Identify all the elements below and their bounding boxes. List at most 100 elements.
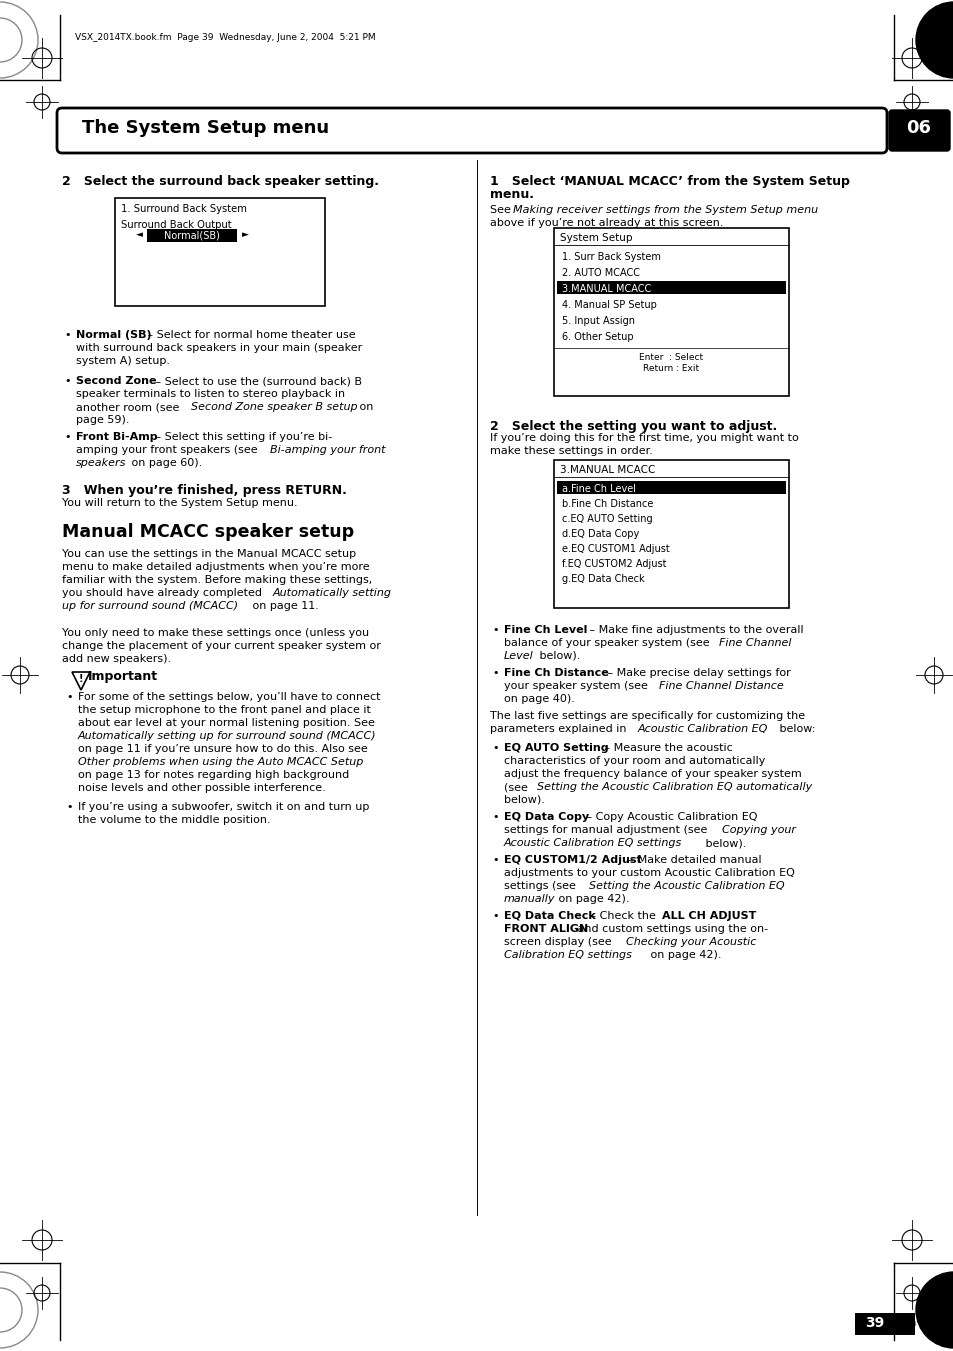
Text: – Measure the acoustic: – Measure the acoustic — [600, 743, 732, 753]
Text: add new speakers).: add new speakers). — [62, 654, 171, 663]
Text: c.EQ AUTO Setting: c.EQ AUTO Setting — [561, 513, 652, 524]
Text: on page 11 if you’re unsure how to do this. Also see: on page 11 if you’re unsure how to do th… — [78, 744, 367, 754]
Text: The System Setup menu: The System Setup menu — [82, 119, 329, 136]
Text: on: on — [355, 403, 373, 412]
Text: settings (see: settings (see — [503, 881, 578, 892]
Text: – Make fine adjustments to the overall: – Make fine adjustments to the overall — [585, 626, 802, 635]
Text: 3.MANUAL MCACC: 3.MANUAL MCACC — [561, 284, 651, 295]
Circle shape — [915, 1, 953, 78]
Text: change the placement of your current speaker system or: change the placement of your current spe… — [62, 640, 380, 651]
Text: Fine Channel: Fine Channel — [719, 638, 791, 648]
Text: adjust the frequency balance of your speaker system: adjust the frequency balance of your spe… — [503, 769, 801, 780]
Text: EQ AUTO Setting: EQ AUTO Setting — [503, 743, 608, 753]
Text: •: • — [492, 626, 498, 635]
Text: page 59).: page 59). — [76, 415, 130, 426]
Text: Setting the Acoustic Calibration EQ automatically: Setting the Acoustic Calibration EQ auto… — [537, 782, 811, 792]
Text: Setting the Acoustic Calibration EQ: Setting the Acoustic Calibration EQ — [588, 881, 783, 892]
Text: You can use the settings in the Manual MCACC setup: You can use the settings in the Manual M… — [62, 549, 355, 559]
Text: menu to make detailed adjustments when you’re more: menu to make detailed adjustments when y… — [62, 562, 369, 571]
Text: – Check the: – Check the — [586, 911, 659, 921]
Text: – Select to use the (surround back) B: – Select to use the (surround back) B — [152, 376, 361, 386]
Text: amping your front speakers (see: amping your front speakers (see — [76, 444, 261, 455]
Text: 1. Surr Back System: 1. Surr Back System — [561, 253, 660, 262]
Text: balance of your speaker system (see: balance of your speaker system (see — [503, 638, 713, 648]
Text: Surround Back Output: Surround Back Output — [121, 220, 232, 230]
Text: •: • — [492, 667, 498, 678]
Text: EQ CUSTOM1/2 Adjust: EQ CUSTOM1/2 Adjust — [503, 855, 641, 865]
Text: noise levels and other possible interference.: noise levels and other possible interfer… — [78, 784, 325, 793]
Text: up for surround sound (MCACC): up for surround sound (MCACC) — [62, 601, 238, 611]
Text: Fine Ch Distance: Fine Ch Distance — [503, 667, 608, 678]
Text: familiar with the system. Before making these settings,: familiar with the system. Before making … — [62, 576, 372, 585]
Text: Normal(SB): Normal(SB) — [164, 230, 220, 240]
Text: EQ Data Copy: EQ Data Copy — [503, 812, 589, 821]
Text: 3   When you’re finished, press RETURN.: 3 When you’re finished, press RETURN. — [62, 484, 347, 497]
Text: on page 40).: on page 40). — [503, 694, 575, 704]
Text: 4. Manual SP Setup: 4. Manual SP Setup — [561, 300, 657, 309]
Text: •: • — [492, 743, 498, 753]
Text: and custom settings using the on-: and custom settings using the on- — [574, 924, 767, 934]
Text: another room (see: another room (see — [76, 403, 183, 412]
Text: – Select for normal home theater use: – Select for normal home theater use — [144, 330, 355, 340]
Text: on page 13 for notes regarding high background: on page 13 for notes regarding high back… — [78, 770, 349, 780]
Text: En: En — [902, 1319, 915, 1328]
Text: •: • — [66, 692, 72, 703]
Text: ALL CH ADJUST: ALL CH ADJUST — [661, 911, 756, 921]
Text: b.Fine Ch Distance: b.Fine Ch Distance — [561, 499, 653, 509]
Text: 2   Select the setting you want to adjust.: 2 Select the setting you want to adjust. — [490, 420, 777, 434]
Text: adjustments to your custom Acoustic Calibration EQ: adjustments to your custom Acoustic Cali… — [503, 867, 794, 878]
Bar — [554, 459, 788, 608]
Text: d.EQ Data Copy: d.EQ Data Copy — [561, 530, 639, 539]
Text: Second Zone: Second Zone — [76, 376, 156, 386]
Text: below).: below). — [701, 838, 745, 848]
Bar — [147, 230, 236, 242]
Text: Manual MCACC speaker setup: Manual MCACC speaker setup — [62, 523, 354, 540]
Text: 1   Select ‘MANUAL MCACC’ from the System Setup: 1 Select ‘MANUAL MCACC’ from the System … — [490, 176, 849, 188]
Text: See: See — [490, 205, 514, 215]
Text: on page 42).: on page 42). — [555, 894, 629, 904]
FancyBboxPatch shape — [888, 109, 949, 151]
Text: on page 11.: on page 11. — [249, 601, 318, 611]
Text: Enter  : Select: Enter : Select — [639, 353, 702, 362]
Bar — [557, 281, 785, 295]
Text: If you’re doing this for the first time, you might want to: If you’re doing this for the first time,… — [490, 434, 798, 443]
Text: 1. Surround Back System: 1. Surround Back System — [121, 204, 247, 213]
Text: – Select this setting if you’re bi-: – Select this setting if you’re bi- — [152, 432, 332, 442]
Text: If you’re using a subwoofer, switch it on and turn up: If you’re using a subwoofer, switch it o… — [78, 802, 369, 812]
Text: •: • — [64, 376, 71, 386]
Text: •: • — [492, 911, 498, 921]
Text: ◄: ◄ — [135, 231, 142, 239]
Text: below).: below). — [536, 651, 579, 661]
Text: •: • — [64, 330, 71, 340]
Text: about ear level at your normal listening position. See: about ear level at your normal listening… — [78, 717, 375, 728]
Text: screen display (see: screen display (see — [503, 938, 615, 947]
Text: on page 42).: on page 42). — [646, 950, 720, 961]
Text: The last five settings are specifically for customizing the: The last five settings are specifically … — [490, 711, 804, 721]
Text: Checking your Acoustic: Checking your Acoustic — [625, 938, 756, 947]
Text: on page 60).: on page 60). — [128, 458, 202, 467]
Text: !: ! — [79, 674, 83, 684]
Bar — [557, 481, 785, 494]
Text: FRONT ALIGN: FRONT ALIGN — [503, 924, 588, 934]
Text: the setup microphone to the front panel and place it: the setup microphone to the front panel … — [78, 705, 371, 715]
Text: your speaker system (see: your speaker system (see — [503, 681, 651, 690]
Text: 2. AUTO MCACC: 2. AUTO MCACC — [561, 267, 639, 278]
Text: the volume to the middle position.: the volume to the middle position. — [78, 815, 271, 825]
Text: Bi-amping your front: Bi-amping your front — [270, 444, 385, 455]
Text: below).: below). — [503, 794, 544, 805]
Text: Level: Level — [503, 651, 533, 661]
Polygon shape — [71, 671, 90, 690]
Text: Fine Ch Level: Fine Ch Level — [503, 626, 587, 635]
Text: Acoustic Calibration EQ: Acoustic Calibration EQ — [638, 724, 767, 734]
Text: System Setup: System Setup — [559, 232, 632, 243]
Text: For some of the settings below, you’ll have to connect: For some of the settings below, you’ll h… — [78, 692, 380, 703]
FancyBboxPatch shape — [57, 108, 886, 153]
Text: 2   Select the surround back speaker setting.: 2 Select the surround back speaker setti… — [62, 176, 378, 188]
Text: manually: manually — [503, 894, 555, 904]
Text: 39: 39 — [864, 1316, 883, 1329]
Bar — [115, 199, 325, 305]
Text: menu.: menu. — [490, 188, 534, 201]
Text: Normal (SB): Normal (SB) — [76, 330, 152, 340]
Text: parameters explained in: parameters explained in — [490, 724, 629, 734]
Text: Automatically setting: Automatically setting — [273, 588, 392, 598]
